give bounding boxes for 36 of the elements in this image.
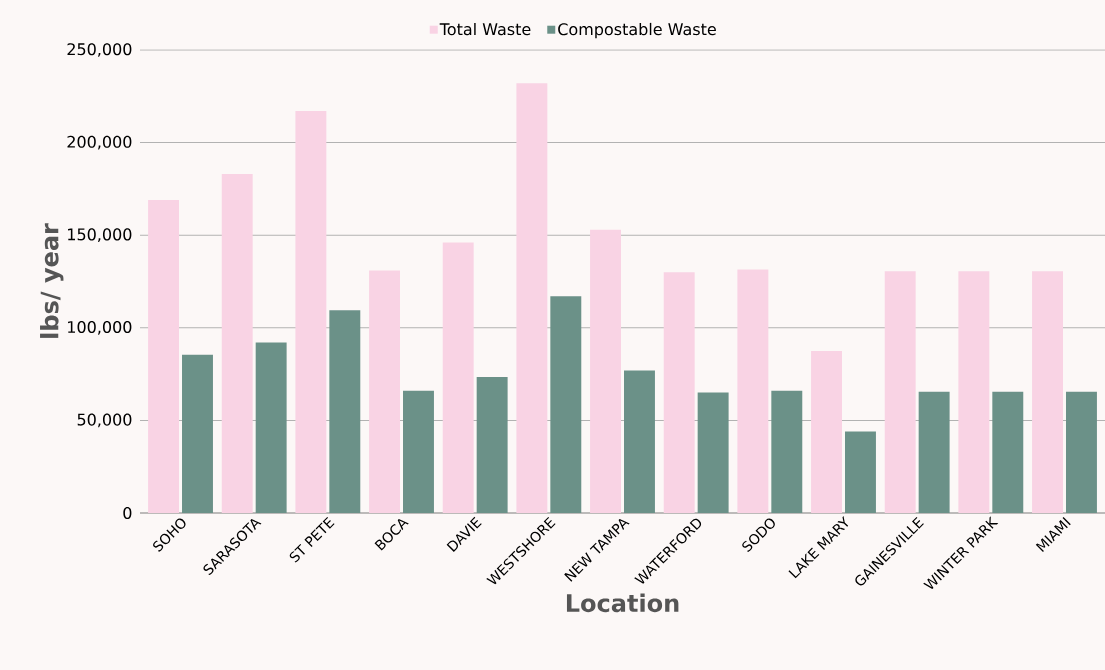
bar xyxy=(697,392,729,513)
bar xyxy=(442,242,474,513)
bar xyxy=(663,272,695,513)
x-axis-title: Location xyxy=(566,593,679,613)
y-axis-title: lbs/ year xyxy=(40,223,64,338)
bar xyxy=(590,229,621,513)
y-tick-label: 200,000 xyxy=(67,135,132,150)
bar xyxy=(403,390,434,513)
bar xyxy=(884,271,916,513)
bar xyxy=(845,431,876,513)
bar xyxy=(329,310,361,513)
bar xyxy=(516,83,548,513)
bar xyxy=(918,391,950,513)
bar xyxy=(550,296,582,513)
bar xyxy=(476,376,508,513)
bar xyxy=(992,391,1024,513)
bar xyxy=(255,342,287,513)
legend-label: Compostable Waste xyxy=(558,22,716,39)
bar xyxy=(221,174,253,513)
bar xyxy=(148,200,180,513)
y-tick-label: 150,000 xyxy=(68,228,132,243)
bar xyxy=(737,269,769,513)
bar xyxy=(369,270,401,513)
bar xyxy=(624,370,655,513)
bar xyxy=(295,111,327,513)
bar xyxy=(1065,391,1097,513)
bar xyxy=(182,354,213,513)
bar xyxy=(811,350,842,513)
bar xyxy=(1032,271,1063,513)
y-tick-label: 100,000 xyxy=(68,320,132,335)
y-tick-label: 250,000 xyxy=(67,43,132,57)
bar xyxy=(771,390,803,513)
bar xyxy=(958,271,990,513)
legend-label: Total Waste xyxy=(439,22,531,36)
y-tick-label: 50,000 xyxy=(77,413,132,428)
y-tick-label: 0 xyxy=(123,506,132,520)
